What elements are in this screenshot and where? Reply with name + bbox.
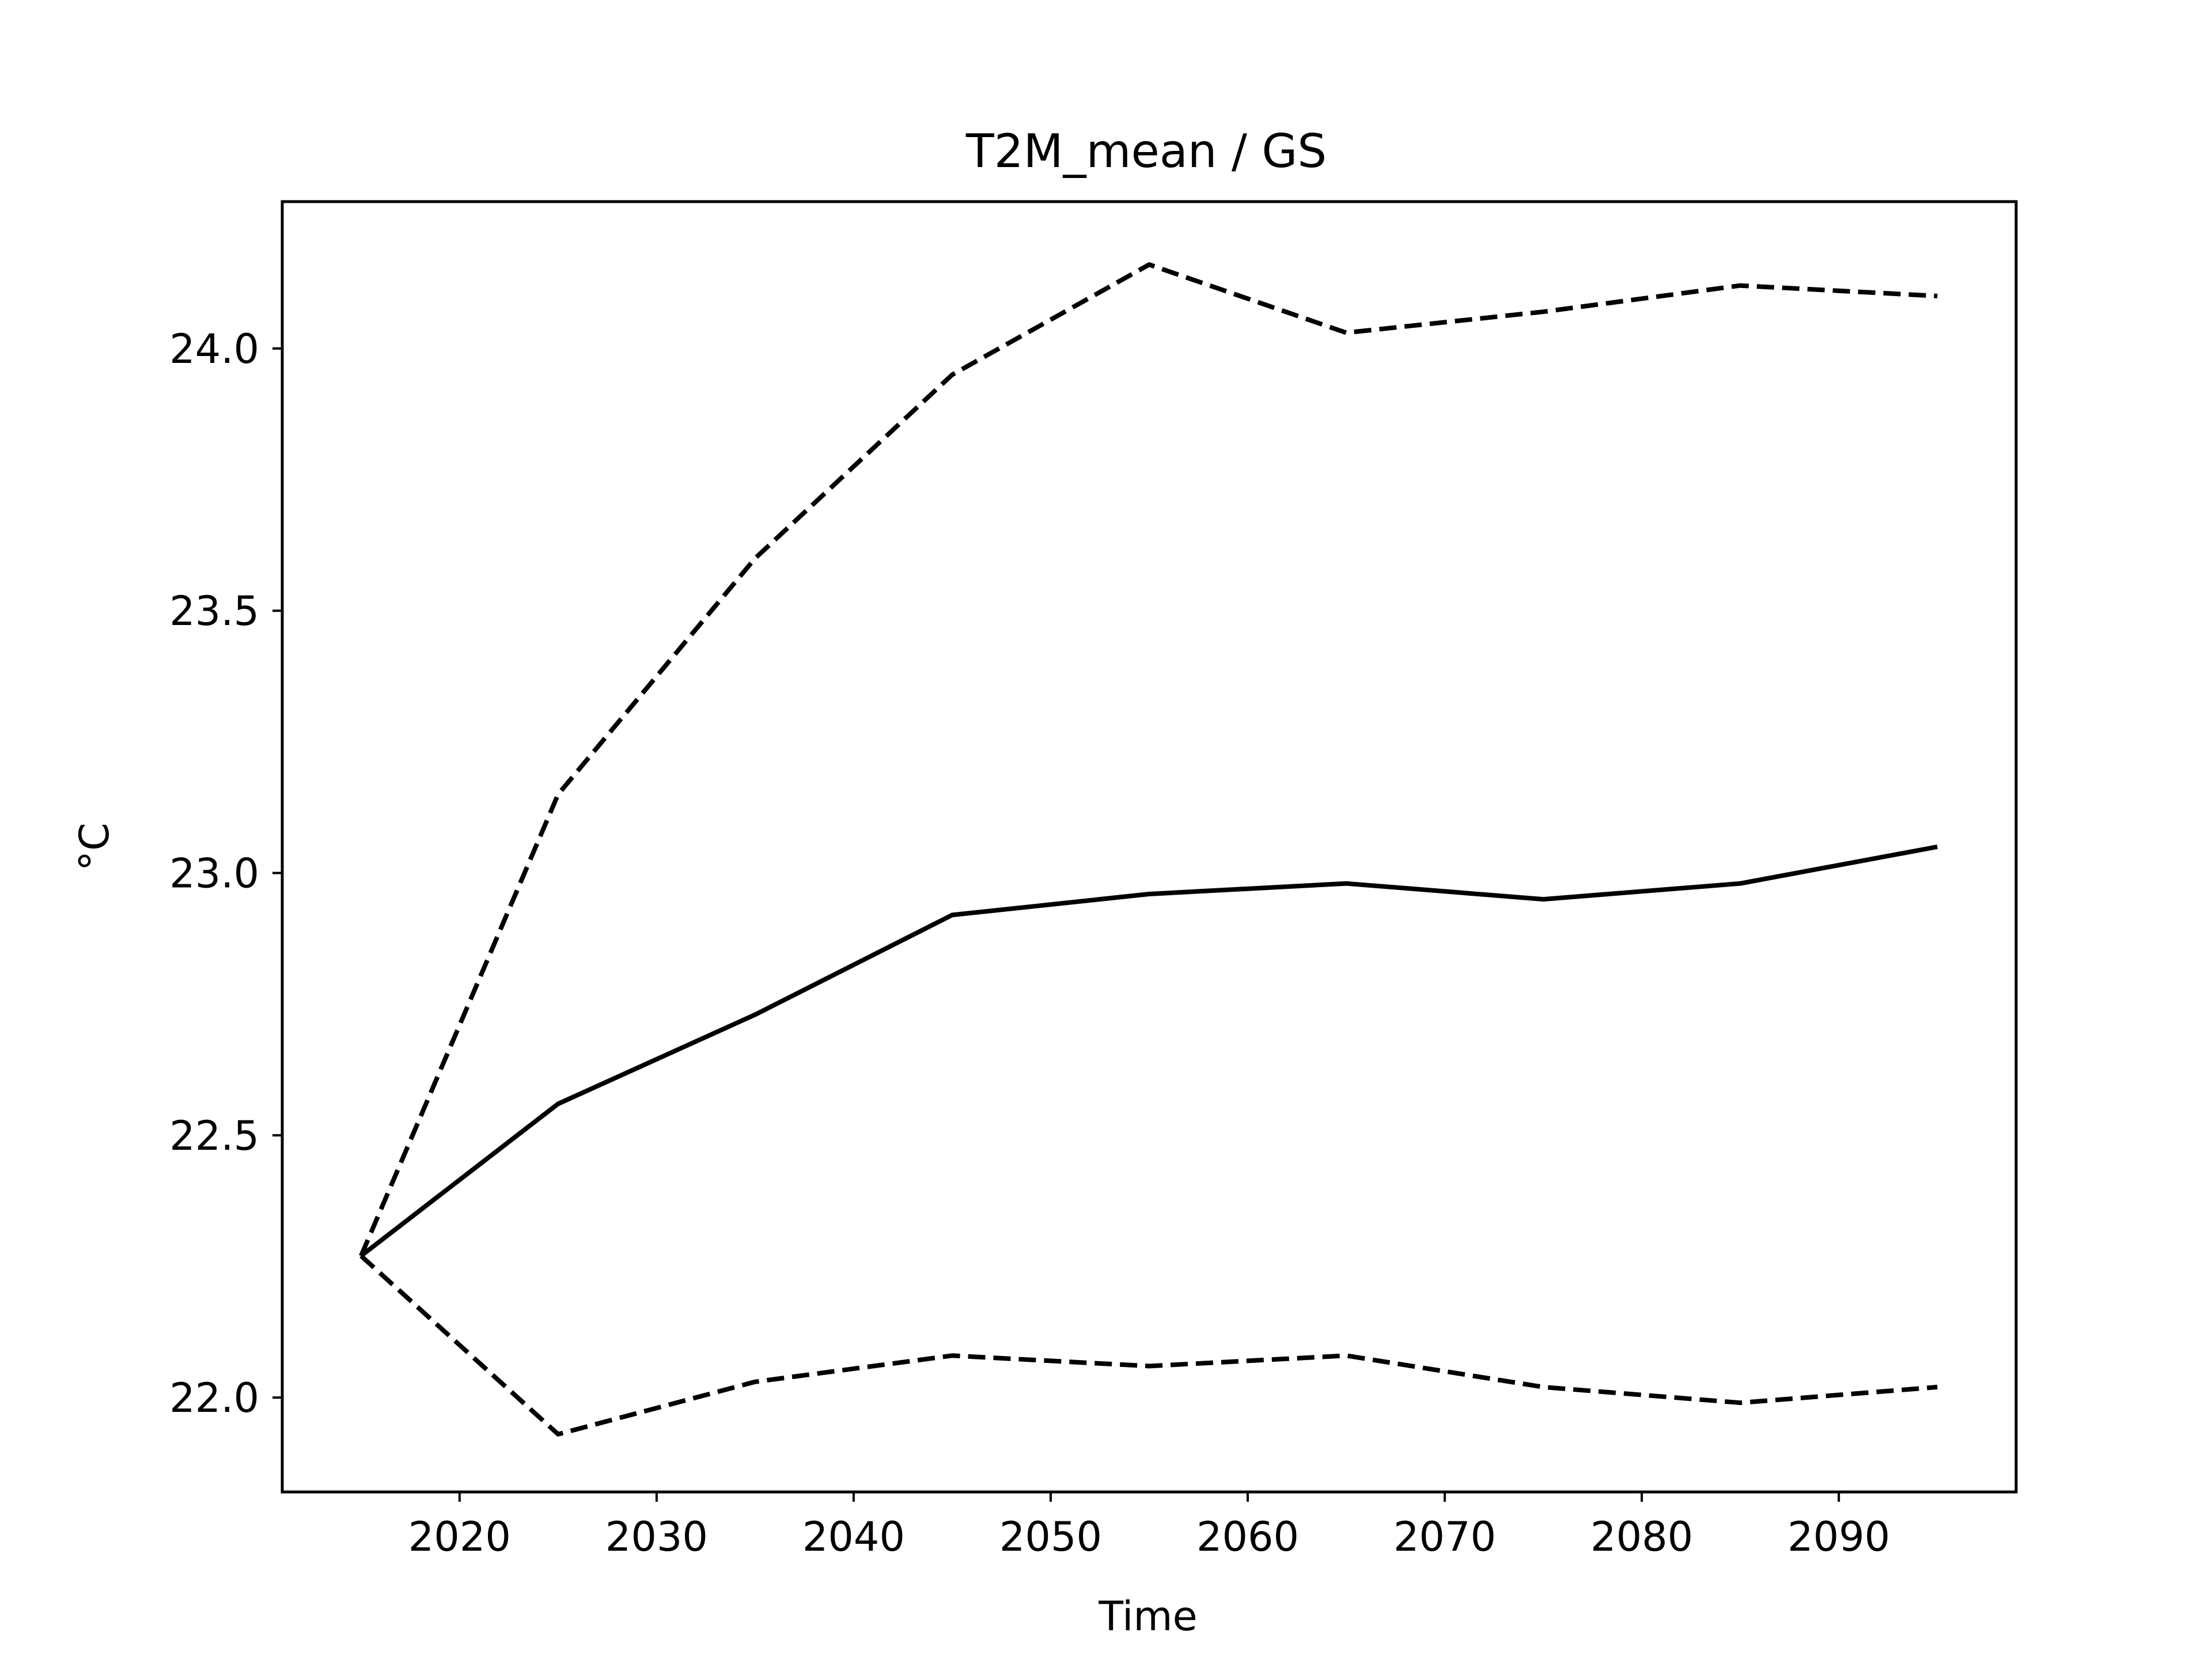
x-tick-label: 2050 (999, 1513, 1102, 1560)
solid-series-line (359, 844, 1938, 1258)
x-tick-label: 2090 (1787, 1513, 1890, 1560)
y-tick-label: 24.0 (169, 325, 259, 373)
y-axis-label: °C (71, 823, 118, 871)
y-tick-label: 23.0 (169, 850, 259, 897)
x-tick-label: 2060 (1196, 1513, 1299, 1560)
y-tick-label: 23.5 (169, 588, 259, 635)
x-tick-label: 2040 (802, 1513, 905, 1560)
x-tick-label: 2070 (1393, 1513, 1496, 1560)
x-tick-label: 2080 (1590, 1513, 1693, 1560)
y-tick-label: 22.0 (169, 1374, 259, 1422)
y-tick-label: 22.5 (169, 1112, 259, 1160)
plot-frame (281, 200, 2018, 1494)
x-axis-ticks: 2020 2030 2040 2050 2060 2070 2080 2090 (408, 1492, 1890, 1560)
chart-title: T2M_mean / GS (965, 124, 1327, 178)
dashed-series-line (359, 262, 1938, 1257)
y-axis-ticks: 22.0 22.5 23.0 23.5 24.0 (169, 325, 282, 1422)
dashed-series-line (359, 1254, 1938, 1437)
x-tick-label: 2020 (408, 1513, 511, 1560)
x-tick-label: 2030 (605, 1513, 708, 1560)
x-axis-label: Time (1098, 1593, 1197, 1640)
series-layer (359, 262, 1938, 1437)
